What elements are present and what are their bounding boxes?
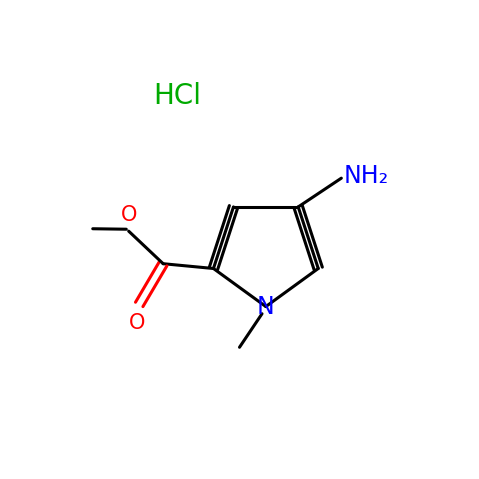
- Text: O: O: [121, 205, 137, 225]
- Text: O: O: [129, 313, 145, 333]
- Text: HCl: HCl: [153, 82, 201, 110]
- Text: N: N: [257, 295, 275, 319]
- Text: NH₂: NH₂: [344, 164, 389, 188]
